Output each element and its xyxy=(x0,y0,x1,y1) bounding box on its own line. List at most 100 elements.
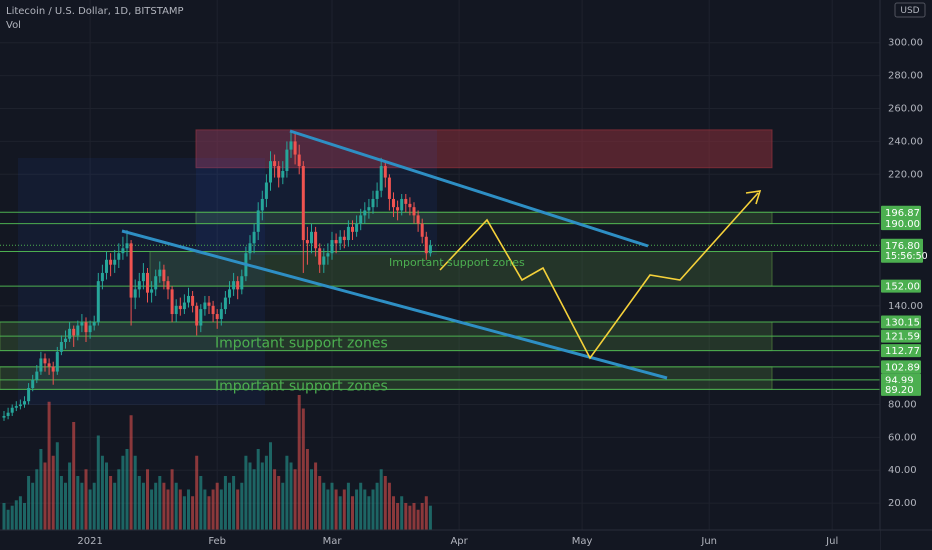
volume-bar xyxy=(154,482,158,530)
candle-body xyxy=(215,314,219,319)
volume-bar xyxy=(64,482,67,530)
x-tick-label: Mar xyxy=(323,536,343,547)
volume-bar xyxy=(330,482,334,530)
volume-bar xyxy=(240,482,244,530)
x-tick-label: May xyxy=(572,536,593,547)
volume-bar xyxy=(228,482,231,530)
arrow-head xyxy=(745,190,762,205)
volume-bar xyxy=(117,469,121,530)
y-tick-label: 140.00 xyxy=(888,301,923,312)
candle-body xyxy=(236,281,240,290)
volume-bar xyxy=(211,489,215,530)
candle-body xyxy=(18,404,22,407)
candle-body xyxy=(404,198,408,204)
candle-body xyxy=(35,371,39,380)
volume-bar xyxy=(232,476,236,530)
price-label: 152.00 xyxy=(885,282,920,293)
candle-body xyxy=(346,226,350,241)
price-label-box xyxy=(881,205,921,219)
candle-body xyxy=(383,166,387,178)
volume-bar xyxy=(236,489,240,530)
candle-body xyxy=(117,253,121,260)
volume-bar xyxy=(387,482,391,530)
candle-body xyxy=(301,166,305,241)
volume-bar xyxy=(88,489,92,530)
volume-bar xyxy=(84,469,88,530)
candle-body xyxy=(133,289,137,298)
candle-body xyxy=(305,240,309,244)
volume-bar xyxy=(383,476,387,530)
volume-bar xyxy=(23,503,26,530)
candle-body xyxy=(191,295,195,306)
volume-bar xyxy=(207,496,211,530)
candle-body xyxy=(264,182,268,199)
candle-body xyxy=(187,295,190,303)
last-price-box xyxy=(881,238,923,263)
candle-body xyxy=(47,363,51,367)
candle-body xyxy=(80,322,84,326)
y-tick-label: 300.00 xyxy=(888,38,923,49)
volume-bar xyxy=(113,482,117,530)
x-tick-label: Feb xyxy=(208,536,226,547)
candle-body xyxy=(424,236,428,254)
chart-title: Litecoin / U.S. Dollar, 1D, BITSTAMP xyxy=(6,6,184,17)
volume-bar xyxy=(326,489,330,530)
volume-bar xyxy=(396,503,400,530)
candle-body xyxy=(400,198,404,211)
volume-bar xyxy=(314,462,318,530)
candle-body xyxy=(96,281,100,323)
candle-body xyxy=(228,289,231,298)
candle-body xyxy=(88,325,92,333)
candle-body xyxy=(260,198,264,211)
volume-bar xyxy=(260,462,264,530)
volume-bar xyxy=(219,489,223,530)
x-tick-label: 2021 xyxy=(77,536,102,547)
candle-body xyxy=(359,215,363,224)
currency-button[interactable] xyxy=(894,2,926,18)
price-label: 94.99 xyxy=(885,375,914,386)
volume-bar xyxy=(244,455,248,530)
volume-bar xyxy=(55,442,59,530)
candle-body xyxy=(203,302,207,310)
volume-bar xyxy=(351,496,354,530)
volume-bar xyxy=(273,469,277,530)
volume-bar xyxy=(322,482,326,530)
candle-body xyxy=(100,272,104,282)
candle-body xyxy=(256,210,260,232)
candle-body xyxy=(223,297,227,310)
candle-body xyxy=(363,210,367,216)
volume-bar xyxy=(35,469,39,530)
candle-body xyxy=(72,328,76,336)
candle-body xyxy=(375,190,379,199)
candle-body xyxy=(277,166,281,178)
volume-bar xyxy=(105,462,108,530)
candle-body xyxy=(289,141,293,150)
volume-bar xyxy=(18,496,22,530)
volume-bar xyxy=(187,489,190,530)
volume-bar xyxy=(59,476,63,530)
candle-body xyxy=(43,358,47,364)
volume-bar xyxy=(14,500,18,530)
volume-bar xyxy=(203,489,207,530)
candle-body xyxy=(129,243,133,298)
candle-body xyxy=(240,276,244,290)
volume-bar xyxy=(80,482,84,530)
candle-body xyxy=(6,412,10,416)
price-label: 89.20 xyxy=(885,385,914,396)
annotation: Important support zones xyxy=(215,378,388,394)
candle-body xyxy=(31,379,35,389)
candle-body xyxy=(355,223,359,232)
candle-body xyxy=(27,388,31,402)
volume-bar xyxy=(129,415,133,530)
countdown: 15:56:50 xyxy=(885,251,928,262)
y-tick-label: 240.00 xyxy=(888,136,923,147)
volume-bar xyxy=(223,476,227,530)
candle-body xyxy=(23,401,26,405)
volume-bar xyxy=(121,455,125,530)
y-tick-label: 260.00 xyxy=(888,104,923,115)
y-tick-label: 80.00 xyxy=(888,399,917,410)
candle-body xyxy=(166,281,170,290)
volume-bar xyxy=(166,489,170,530)
candle-body xyxy=(318,248,322,265)
currency[interactable]: USD xyxy=(900,6,919,16)
